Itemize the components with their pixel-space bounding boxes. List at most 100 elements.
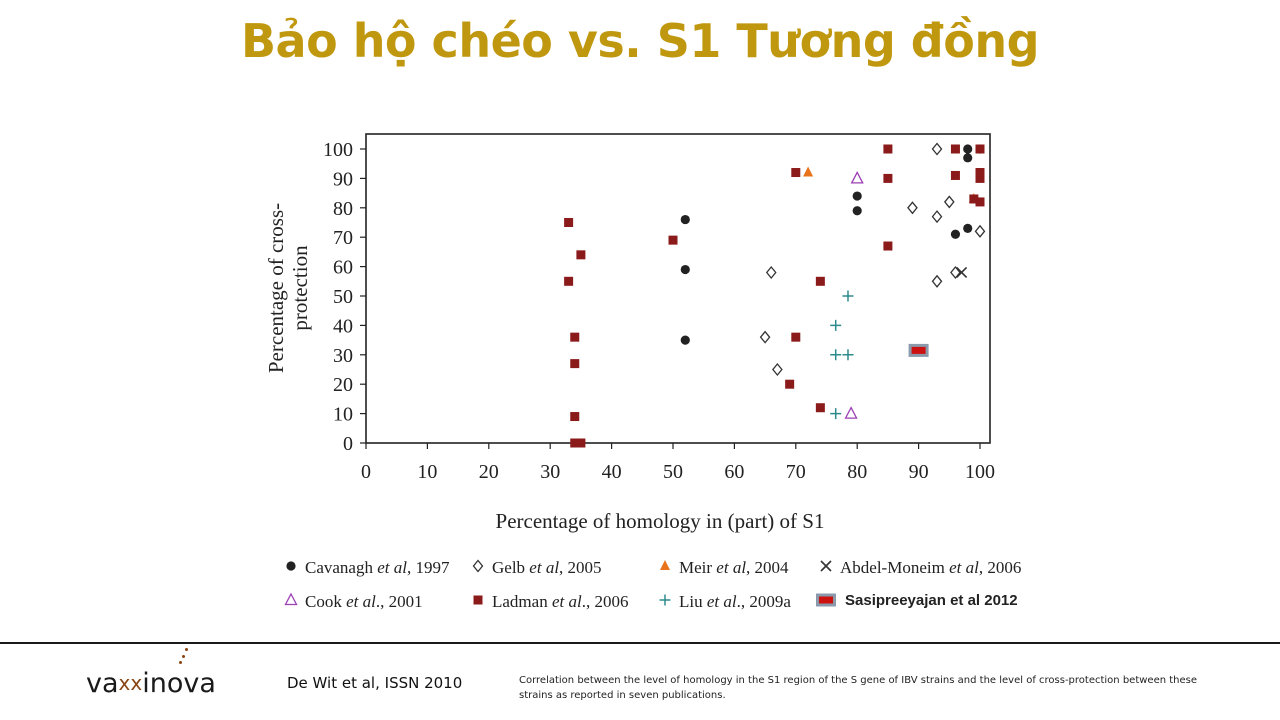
x-axis-ticks: 0 10 20 30 40 50 60 70 80 90 100	[361, 443, 995, 483]
data-point	[850, 170, 864, 184]
legend-label: Sasipreeyajan et al 2012	[845, 592, 1018, 609]
vaxxinova-logo: vaxxinova	[86, 668, 216, 699]
legend-marker	[820, 560, 832, 572]
legend-label: Meir et al, 2004	[679, 558, 789, 577]
legend-marker	[660, 560, 670, 570]
x-tick-label: 10	[417, 461, 437, 483]
data-points	[564, 142, 986, 448]
chart-legend: Cavanagh et al, 1997 Gelb et al, 2005 Meir…	[284, 558, 1021, 611]
data-point	[576, 250, 586, 260]
data-point	[963, 223, 973, 233]
y-tick-label: 80	[333, 198, 353, 220]
highlight-box-fill	[911, 346, 926, 354]
data-point	[975, 168, 985, 178]
legend-label: Gelb et al, 2005	[492, 558, 602, 577]
x-tick-label: 20	[479, 461, 499, 483]
axis-labels: Percentage of homology in (part) of S1 Pe…	[264, 203, 824, 533]
data-point	[791, 168, 801, 178]
legend-label: Cavanagh et al, 1997	[305, 558, 450, 577]
data-point	[564, 276, 574, 286]
data-point	[975, 197, 985, 207]
data-point	[931, 210, 943, 224]
data-point	[969, 194, 979, 204]
y-tick-label: 0	[343, 433, 353, 455]
data-point	[815, 276, 825, 286]
data-point	[570, 332, 580, 342]
legend-marker	[816, 593, 836, 607]
data-point	[931, 142, 943, 156]
data-point	[803, 166, 814, 177]
y-tick-label: 10	[333, 404, 353, 426]
data-point	[785, 379, 795, 389]
plot-frame	[365, 133, 991, 444]
y-tick-label: 90	[333, 168, 353, 190]
y-tick-label: 40	[333, 315, 353, 337]
x-tick-label: 100	[965, 461, 995, 483]
y-tick-label: 60	[333, 257, 353, 279]
citation-text: De Wit et al, ISSN 2010	[287, 674, 463, 692]
x-tick-label: 80	[847, 461, 867, 483]
plot-border	[365, 133, 991, 444]
data-point	[956, 266, 968, 279]
data-point	[963, 144, 973, 154]
data-point	[570, 359, 580, 369]
x-tick-label: 30	[540, 461, 560, 483]
highlight-box-fill	[819, 596, 833, 604]
y-axis-ticks: 0 10 20 30 40 50 60 70 80 90 100	[323, 139, 366, 455]
y-tick-label: 30	[333, 345, 353, 367]
x-tick-label: 70	[786, 461, 806, 483]
data-point	[931, 274, 943, 288]
data-point	[791, 332, 801, 342]
x-tick-label: 40	[602, 461, 622, 483]
data-point	[759, 330, 771, 344]
legend-marker	[473, 595, 483, 605]
x-tick-label: 90	[909, 461, 929, 483]
slide-title: Bảo hộ chéo vs. S1 Tương đồng	[240, 14, 1040, 68]
data-point	[842, 290, 854, 302]
legend-marker	[284, 592, 298, 606]
data-point	[576, 438, 586, 448]
legend-marker	[286, 561, 296, 571]
legend-label: Liu et al., 2009a	[679, 592, 791, 611]
y-tick-label: 100	[323, 139, 353, 161]
x-axis-label: Percentage of homology in (part) of S1	[496, 509, 825, 533]
logo-dots-icon	[178, 648, 192, 668]
data-point	[844, 406, 858, 419]
data-point	[564, 218, 574, 227]
legend-marker	[659, 594, 671, 606]
data-point	[974, 224, 986, 238]
data-point	[765, 265, 777, 280]
data-point	[570, 412, 580, 422]
data-point	[830, 319, 842, 331]
data-point	[570, 438, 580, 448]
data-point	[950, 170, 960, 180]
data-point	[950, 265, 961, 280]
data-point	[668, 235, 678, 245]
data-point	[830, 408, 842, 420]
data-point	[963, 153, 973, 163]
data-point	[815, 403, 825, 413]
y-tick-label: 70	[333, 227, 353, 249]
data-point	[772, 362, 783, 377]
data-point	[883, 173, 893, 183]
scatter-chart: 0 10 20 30 40 50 60 70 80 90 100 0 10 20 30 40 50 60 70 80…	[264, 133, 1021, 611]
legend-label: Abdel-Moneim et al, 2006	[840, 558, 1021, 577]
y-tick-label: 20	[333, 374, 353, 396]
caption-text: Correlation between the level of homolog…	[519, 675, 1198, 701]
data-point	[680, 264, 690, 275]
data-point	[830, 349, 842, 361]
x-tick-label: 0	[361, 461, 371, 483]
x-tick-label: 60	[724, 461, 744, 483]
data-point	[907, 201, 918, 215]
legend-label: Cook et al., 2001	[305, 592, 423, 611]
data-point	[943, 195, 955, 209]
data-point	[975, 144, 985, 154]
legend-label: Ladman et al., 2006	[492, 592, 628, 611]
data-point	[852, 191, 862, 201]
data-point	[950, 229, 961, 239]
data-point	[908, 343, 929, 357]
data-point	[975, 173, 985, 183]
data-point	[950, 144, 960, 154]
data-point	[680, 335, 690, 345]
y-axis-label: Percentage of cross-protection	[264, 203, 312, 373]
